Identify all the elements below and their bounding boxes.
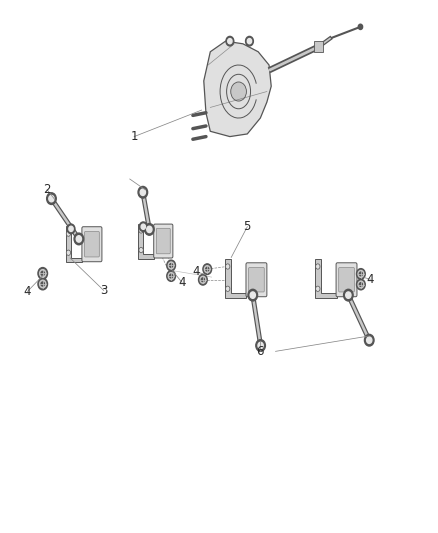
Circle shape [47,193,56,205]
Circle shape [198,274,207,285]
Circle shape [203,264,212,274]
Circle shape [226,36,234,46]
Circle shape [38,268,47,279]
Circle shape [316,264,320,269]
Circle shape [316,286,320,292]
FancyBboxPatch shape [336,263,357,297]
Circle shape [200,276,206,283]
Circle shape [139,247,143,253]
Circle shape [49,196,54,202]
FancyBboxPatch shape [246,263,267,297]
Circle shape [41,271,44,276]
Circle shape [205,266,210,272]
Circle shape [39,280,46,288]
Text: 4: 4 [24,285,31,298]
FancyBboxPatch shape [314,41,323,52]
Circle shape [226,264,230,269]
FancyBboxPatch shape [249,268,264,292]
Circle shape [226,286,230,292]
Circle shape [41,282,44,286]
Polygon shape [225,259,247,298]
Circle shape [39,270,46,277]
Circle shape [74,233,84,245]
Circle shape [66,231,71,236]
Circle shape [67,224,75,233]
FancyBboxPatch shape [85,231,99,257]
Circle shape [147,226,152,232]
Circle shape [346,292,351,298]
FancyBboxPatch shape [154,224,173,258]
Circle shape [38,278,47,290]
Circle shape [167,271,176,281]
Circle shape [170,264,173,267]
Circle shape [250,292,255,298]
Text: 4: 4 [178,276,186,289]
Circle shape [231,82,247,101]
Circle shape [359,282,362,286]
Circle shape [201,278,205,281]
Circle shape [258,342,263,349]
Circle shape [69,226,73,231]
Circle shape [145,223,154,235]
Text: 2: 2 [43,183,51,196]
Circle shape [358,281,364,288]
Circle shape [141,224,145,229]
Polygon shape [66,226,82,262]
Circle shape [167,260,176,271]
Text: 4: 4 [193,265,200,278]
Circle shape [140,189,145,196]
Circle shape [359,272,362,276]
Text: 5: 5 [244,220,251,233]
Circle shape [358,24,363,29]
Circle shape [168,272,174,279]
FancyBboxPatch shape [339,268,354,292]
FancyBboxPatch shape [156,228,170,254]
Polygon shape [315,259,336,298]
Circle shape [248,289,258,301]
Circle shape [66,250,71,255]
Circle shape [364,334,374,346]
Circle shape [246,36,253,46]
Circle shape [76,236,81,242]
Circle shape [228,38,232,44]
Text: 6: 6 [257,345,264,358]
Polygon shape [138,224,154,259]
Circle shape [139,222,147,231]
Circle shape [206,267,209,271]
Circle shape [139,228,143,233]
Circle shape [367,337,372,343]
Text: 4: 4 [367,273,374,286]
Circle shape [138,187,148,198]
Text: 3: 3 [100,284,107,297]
Circle shape [170,274,173,278]
Circle shape [247,38,251,44]
Text: 1: 1 [131,130,138,143]
FancyBboxPatch shape [82,227,102,262]
Circle shape [357,269,365,279]
Circle shape [343,289,353,301]
Circle shape [357,279,365,290]
Circle shape [358,270,364,277]
Circle shape [256,340,265,351]
Circle shape [168,262,174,269]
Polygon shape [204,41,271,136]
